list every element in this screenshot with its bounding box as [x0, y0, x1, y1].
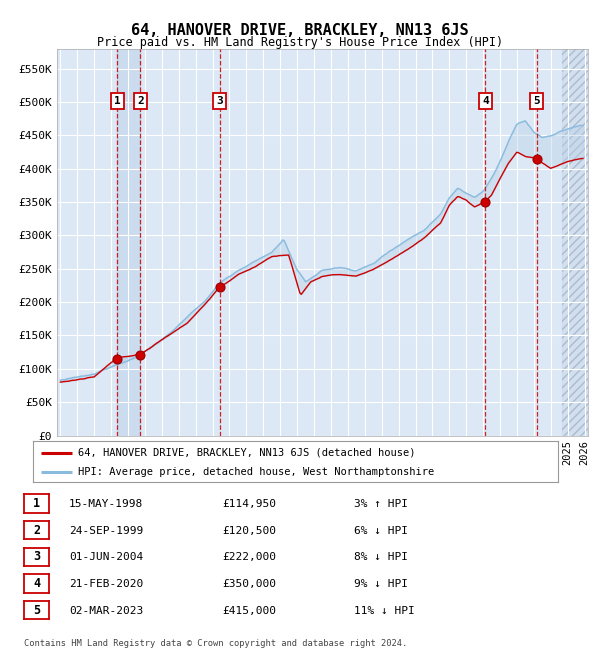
Text: 24-SEP-1999: 24-SEP-1999 — [69, 526, 143, 536]
Text: Contains HM Land Registry data © Crown copyright and database right 2024.: Contains HM Land Registry data © Crown c… — [24, 639, 407, 647]
Text: £120,500: £120,500 — [222, 526, 276, 536]
Text: 3% ↑ HPI: 3% ↑ HPI — [354, 499, 408, 509]
Text: 3: 3 — [217, 96, 223, 106]
Text: 21-FEB-2020: 21-FEB-2020 — [69, 579, 143, 589]
Text: 64, HANOVER DRIVE, BRACKLEY, NN13 6JS (detached house): 64, HANOVER DRIVE, BRACKLEY, NN13 6JS (d… — [77, 448, 415, 458]
Text: 6% ↓ HPI: 6% ↓ HPI — [354, 526, 408, 536]
Text: 3: 3 — [33, 551, 40, 564]
Text: 64, HANOVER DRIVE, BRACKLEY, NN13 6JS: 64, HANOVER DRIVE, BRACKLEY, NN13 6JS — [131, 23, 469, 38]
Text: 4: 4 — [482, 96, 489, 106]
Text: Price paid vs. HM Land Registry's House Price Index (HPI): Price paid vs. HM Land Registry's House … — [97, 36, 503, 49]
Text: 2: 2 — [137, 96, 144, 106]
Text: 5: 5 — [33, 604, 40, 617]
Text: £350,000: £350,000 — [222, 579, 276, 589]
Text: 2: 2 — [33, 524, 40, 537]
Text: £222,000: £222,000 — [222, 552, 276, 562]
Text: 02-MAR-2023: 02-MAR-2023 — [69, 606, 143, 616]
Text: 4: 4 — [33, 577, 40, 590]
Text: £114,950: £114,950 — [222, 499, 276, 509]
Text: HPI: Average price, detached house, West Northamptonshire: HPI: Average price, detached house, West… — [77, 467, 434, 477]
Text: 01-JUN-2004: 01-JUN-2004 — [69, 552, 143, 562]
Text: 15-MAY-1998: 15-MAY-1998 — [69, 499, 143, 509]
Text: 5: 5 — [533, 96, 540, 106]
Text: £415,000: £415,000 — [222, 606, 276, 616]
Bar — [562, 49, 588, 436]
Text: 11% ↓ HPI: 11% ↓ HPI — [354, 606, 415, 616]
Text: 1: 1 — [114, 96, 121, 106]
Text: 1: 1 — [33, 497, 40, 510]
Text: 8% ↓ HPI: 8% ↓ HPI — [354, 552, 408, 562]
Bar — [118, 49, 140, 436]
Bar — [562, 49, 588, 436]
Text: 9% ↓ HPI: 9% ↓ HPI — [354, 579, 408, 589]
